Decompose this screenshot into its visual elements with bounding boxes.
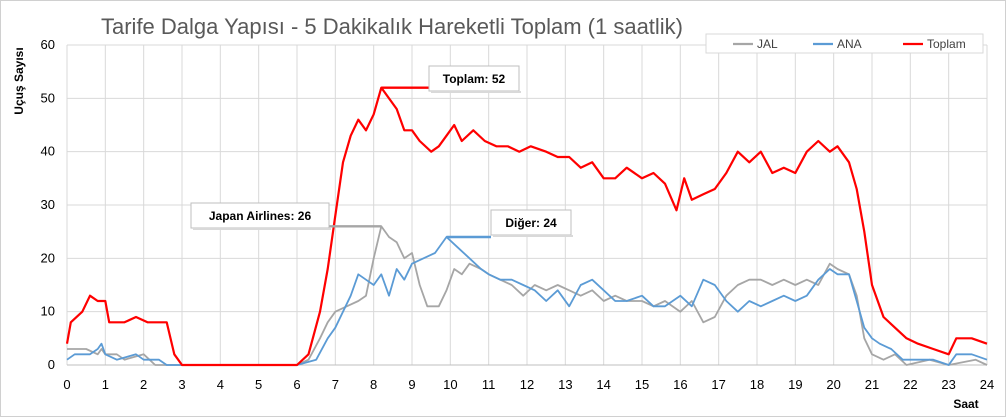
x-tick-label: 9 [408, 377, 415, 392]
callout-shadow [493, 235, 573, 237]
x-tick-label: 13 [558, 377, 572, 392]
callout-shadow [193, 228, 331, 230]
x-tick-label: 1 [102, 377, 109, 392]
callout-label: Japan Airlines: 26 [209, 209, 312, 223]
legend-layer: JAL ANA Toplam [705, 33, 984, 54]
x-tick-label: 3 [178, 377, 185, 392]
y-tick-label: 40 [41, 144, 55, 159]
y-tick-label: 30 [41, 197, 55, 212]
callout-label: Diğer: 24 [505, 216, 557, 230]
x-tick-label: 17 [711, 377, 725, 392]
y-tick-label: 0 [48, 357, 55, 372]
x-tick-label: 16 [673, 377, 687, 392]
x-tick-label: 10 [443, 377, 457, 392]
callout-box [190, 202, 330, 229]
legend-label-ana: ANA [837, 37, 862, 51]
callout-shadow [431, 91, 521, 93]
legend-label-jal: JAL [757, 37, 778, 51]
x-tick-label: 22 [903, 377, 917, 392]
y-tick-label: 50 [41, 90, 55, 105]
x-tick-label: 6 [293, 377, 300, 392]
y-axis-title: Uçuş Sayısı [12, 47, 26, 114]
legend-box [705, 33, 984, 54]
x-tick-label: 20 [826, 377, 840, 392]
x-tick-label: 23 [941, 377, 955, 392]
callout-box [490, 209, 572, 236]
x-tick-label: 2 [140, 377, 147, 392]
x-tick-label: 19 [788, 377, 802, 392]
x-tick-label: 15 [635, 377, 649, 392]
y-tick-label: 10 [41, 304, 55, 319]
y-tick-label: 20 [41, 250, 55, 265]
series-layer [65, 86, 988, 367]
series-line-jal [67, 225, 988, 366]
callout-layer: Toplam: 52 Japan Airlines: 26 Diğer: 24 [190, 65, 573, 239]
x-tick-label: 24 [980, 377, 994, 392]
x-tick-label: 21 [865, 377, 879, 392]
series-line-ana [66, 236, 988, 366]
series-line-toplam [65, 86, 988, 367]
callout-box [428, 65, 520, 92]
x-tick-label: 5 [255, 377, 262, 392]
x-axis-title: Saat [953, 397, 978, 411]
x-tick-label: 7 [332, 377, 339, 392]
x-tick-label: 4 [217, 377, 224, 392]
callout-label: Toplam: 52 [443, 72, 506, 86]
chart-title: Tarife Dalga Yapısı - 5 Dakikalık Hareke… [101, 14, 683, 39]
x-tick-label: 0 [63, 377, 70, 392]
x-tick-label: 12 [520, 377, 534, 392]
x-tick-label: 14 [596, 377, 610, 392]
x-tick-label: 18 [750, 377, 764, 392]
y-tick-label: 60 [41, 37, 55, 52]
legend-label-toplam: Toplam [927, 37, 966, 51]
x-tick-label: 11 [482, 377, 496, 392]
x-tick-label: 8 [370, 377, 377, 392]
